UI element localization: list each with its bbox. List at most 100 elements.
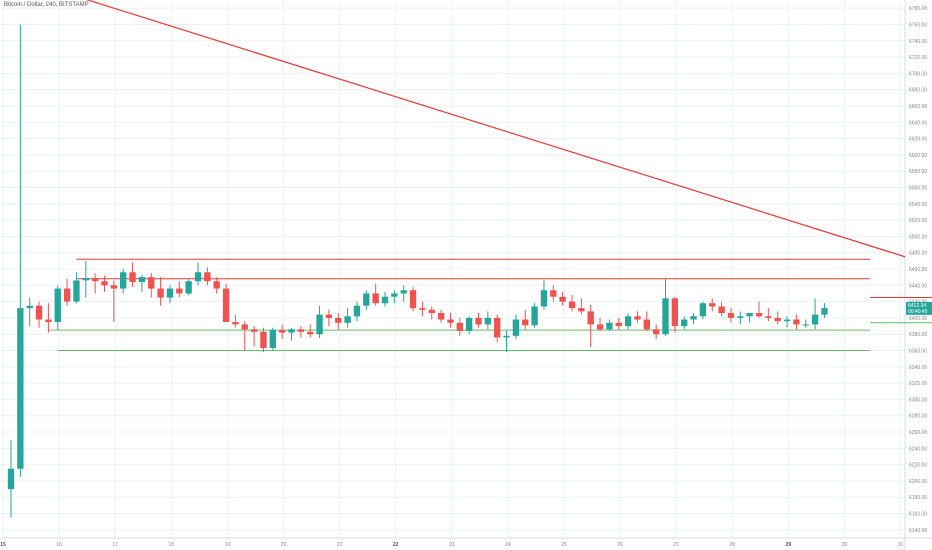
candle-body	[17, 308, 24, 469]
candle-body	[709, 303, 716, 307]
candle-body	[746, 313, 753, 317]
candle	[615, 317, 622, 330]
x-tick-label: 19	[225, 542, 231, 548]
candle-body	[63, 288, 71, 302]
y-tick-label: 6760.00	[909, 22, 927, 28]
candle-body	[755, 313, 763, 317]
candle-body	[269, 330, 276, 349]
y-tick-label: 6440.00	[909, 283, 927, 289]
candle	[437, 309, 445, 323]
y-tick-label: 6600.00	[909, 153, 927, 159]
x-tick-label: 23	[449, 542, 455, 548]
candle-body	[101, 281, 108, 286]
candle	[344, 308, 351, 328]
candle	[456, 317, 463, 336]
y-tick-labels: 6140.00 6160.00 6180.00 6200.00 6220.00 6240.…	[909, 6, 927, 534]
candle	[157, 277, 164, 306]
y-tick-label: 6200.00	[909, 479, 927, 485]
candle-body	[297, 329, 305, 332]
candle-body	[643, 319, 650, 330]
y-tick-label: 6300.00	[909, 397, 927, 403]
x-tick-label: 29	[786, 542, 792, 548]
y-tick-label: 6700.00	[909, 71, 927, 77]
x-tick-label: 28	[730, 542, 736, 548]
candle	[793, 314, 800, 330]
candle-body	[737, 316, 744, 318]
candle-body	[35, 305, 43, 320]
x-tick-label: 27	[673, 542, 679, 548]
candle-body	[587, 311, 594, 325]
candle	[129, 262, 136, 287]
candle-body	[606, 322, 613, 330]
candle-body	[465, 317, 473, 331]
candle-body	[811, 314, 819, 325]
last-price-value: 6412.34	[908, 303, 926, 309]
y-tick-label: 6340.00	[909, 365, 927, 371]
y-tick-label: 6260.00	[909, 430, 927, 436]
x-tick-label: 30	[842, 542, 848, 548]
candle	[465, 316, 473, 335]
candle-body	[634, 316, 641, 320]
candle	[737, 311, 744, 325]
x-tick-label: 15	[0, 542, 6, 548]
candle	[288, 327, 295, 341]
candle-body	[288, 329, 295, 333]
candle	[484, 311, 492, 330]
x-tick-label: 20	[281, 542, 287, 548]
candle-body	[213, 281, 220, 289]
candle	[222, 283, 230, 322]
candle	[7, 440, 15, 518]
y-tick-label: 6220.00	[909, 463, 927, 469]
candle	[568, 295, 576, 312]
candle	[166, 285, 174, 304]
y-tick-label: 6500.00	[909, 234, 927, 240]
candle-body	[681, 319, 688, 327]
candle-body	[120, 272, 127, 289]
candle	[363, 290, 370, 310]
candle	[643, 311, 650, 331]
candle	[372, 283, 379, 306]
candle	[35, 301, 43, 328]
candle-body	[194, 272, 202, 282]
y-tick-label: 6240.00	[909, 446, 927, 452]
candle-body	[166, 288, 174, 298]
candle-body	[727, 313, 735, 318]
candle	[746, 313, 753, 323]
candle-body	[596, 324, 604, 330]
candle	[353, 301, 361, 322]
candle	[54, 285, 61, 331]
candle-body	[475, 317, 482, 325]
candle-body	[185, 281, 192, 294]
candle-body	[400, 290, 407, 294]
candle	[671, 296, 679, 333]
candle	[606, 319, 613, 331]
candle-body	[307, 331, 314, 335]
candle-body	[91, 277, 99, 282]
candle	[307, 324, 314, 338]
candle	[718, 301, 725, 317]
candle	[559, 291, 566, 306]
candle-body	[363, 293, 370, 306]
candle-body	[428, 309, 435, 314]
candle-body	[512, 319, 520, 336]
candle-body	[419, 308, 426, 310]
candle-body	[699, 303, 707, 317]
candle	[512, 314, 520, 340]
candle-body	[652, 329, 660, 335]
x-tick-labels: 15 16 17 18 19 20 21 22 23 24 25 26 27 28 29 30 31	[0, 542, 903, 548]
x-tick-label: 24	[505, 542, 511, 548]
y-tick-label: 6180.00	[909, 495, 927, 501]
y-tick-label: 6720.00	[909, 55, 927, 61]
candle-body	[138, 277, 146, 283]
candle	[802, 319, 809, 328]
candle	[531, 303, 538, 328]
candle	[185, 278, 192, 296]
candle-body	[278, 330, 286, 333]
candle-body	[204, 272, 211, 282]
candle-body	[7, 468, 15, 490]
candle-body	[26, 305, 33, 309]
last-price-countdown: 00:40:45	[908, 309, 928, 315]
candle	[596, 317, 604, 331]
